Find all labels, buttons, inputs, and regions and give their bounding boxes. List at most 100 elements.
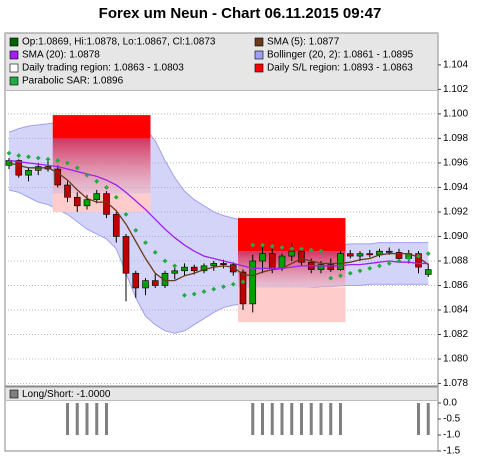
legend-label: SMA (5): 1.0877 [267,37,340,48]
y-tick-label: 1.100 [443,109,468,120]
candle-body [259,253,266,262]
y-tick-label: 1.090 [443,231,468,242]
region-span [52,138,151,194]
bar [329,403,333,435]
candle-body [83,199,91,207]
candle-body [171,270,179,274]
legend-swatch [254,63,264,73]
bar [417,403,420,435]
sar-dot [162,258,168,264]
sar-dot [191,291,197,297]
y-tick-label: 1.104 [443,60,468,71]
candle-body [181,266,188,272]
candle-body [25,169,32,176]
y-tick-label: 0.0 [443,398,457,409]
legend-swatch [9,50,19,60]
candle-body [112,214,120,237]
candle-body [337,253,344,270]
bar [261,403,264,435]
y-tick-label: 1.092 [443,207,468,218]
sar-dot [65,160,70,166]
sar-dot [357,268,363,274]
bar [290,403,294,435]
candle-body [161,272,169,286]
candle-body [278,255,286,269]
bar [66,403,69,435]
sar-dot [123,211,129,217]
y-tick-label: 1.084 [443,305,468,316]
sar-dot [289,246,295,252]
candle-body [356,253,364,257]
bar [426,403,430,435]
legend-swatch [254,37,264,47]
sar-dot [55,158,61,163]
chart-title: Forex um Neun - Chart 06.11.2015 09:47 [99,5,382,22]
bar [300,403,303,435]
sar-dot [338,273,343,279]
candle-body [239,271,247,305]
bar [251,403,255,435]
candle-body [122,236,130,274]
bar [309,403,313,435]
candle-body [424,269,432,275]
bollinger-lower [8,189,429,334]
candle-body [142,280,149,289]
sar-dot [74,165,80,171]
bar [105,403,108,435]
sar-dot [113,194,119,200]
sar-dot [104,185,109,190]
sma-line [8,159,429,269]
sl-region [52,115,151,139]
y-tick-label: 1.088 [443,256,468,267]
candle-body [73,196,81,207]
legend-label: Parabolic SAR: 1.0896 [22,76,124,87]
y-tick-label: 1.098 [443,133,468,144]
y-tick-label: -0.5 [443,414,461,425]
bar [280,403,284,435]
candle-body [15,160,23,176]
candle-body [288,250,296,257]
y-tick-label: -1.0 [443,430,461,441]
candle-body [190,266,198,272]
bar [85,403,89,435]
candle-body [249,260,257,305]
candle-body [327,264,335,270]
candle-body [93,193,101,200]
candle-body [64,184,71,198]
bar [339,403,342,435]
y-tick-label: 1.102 [443,84,468,95]
candle-body [54,168,62,186]
candle-body [132,272,140,289]
legend-swatch [9,63,19,73]
legend-label: Op:1.0869, Hi:1.0878, Lo:1.0867, Cl:1.08… [22,37,216,48]
legend-label: Daily trading region: 1.0863 - 1.0803 [22,63,184,74]
legend-swatch [9,37,19,47]
sar-dot [260,242,265,248]
y-tick-label: 1.096 [443,158,468,169]
legend-label: Bollinger (20, 2): 1.0861 - 1.0895 [267,50,414,61]
bar [75,403,79,435]
sar-dot [377,263,382,269]
candle-body [395,252,403,259]
legend-swatch [9,76,19,86]
sma-line [8,162,429,282]
sar-dot [84,172,90,178]
candle-body [385,250,393,253]
legend-label: Daily S/L region: 1.0893 - 1.0863 [267,63,413,74]
legend-swatch [9,389,19,399]
legend-box [5,33,438,91]
candle-body [220,263,227,265]
legend-swatch [254,50,264,60]
candle-body [317,264,325,270]
y-tick-label: -1.5 [443,446,461,457]
candle-body [210,263,218,267]
legend-label: Long/Short: -1.0000 [22,389,111,400]
sar-dot [279,245,285,250]
y-tick-label: 1.078 [443,378,468,389]
candle-body [268,253,276,269]
bar [319,403,323,435]
bar [270,403,274,435]
y-tick-label: 1.082 [443,329,468,340]
sar-dot [367,265,373,271]
